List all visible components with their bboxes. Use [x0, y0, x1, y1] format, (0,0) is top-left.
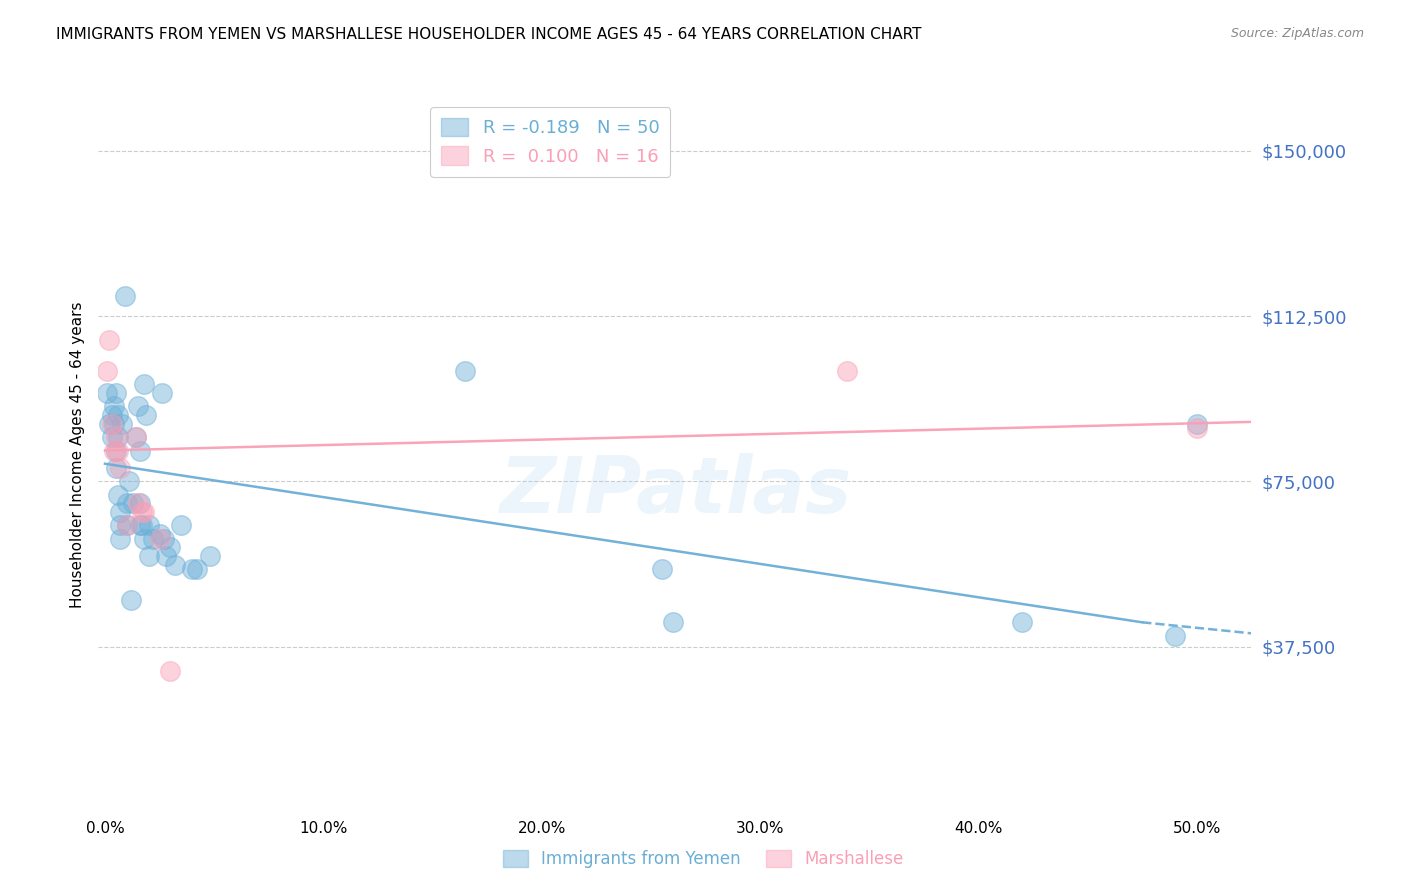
- Point: [198, 549, 221, 564]
- Point: [107, 409, 129, 423]
- Point: [114, 289, 136, 303]
- Y-axis label: Householder Income Ages 45 - 64 years: Householder Income Ages 45 - 64 years: [69, 301, 84, 608]
- Point: [142, 532, 165, 546]
- Point: [124, 430, 146, 444]
- Point: [104, 386, 127, 401]
- Point: [134, 505, 156, 519]
- Point: [138, 518, 160, 533]
- Point: [110, 505, 132, 519]
- Point: [127, 496, 149, 510]
- Legend: R = -0.189   N = 50, R =  0.100   N = 16: R = -0.189 N = 50, R = 0.100 N = 16: [430, 107, 671, 177]
- Point: [104, 430, 127, 444]
- Legend: Immigrants from Yemen, Marshallese: Immigrants from Yemen, Marshallese: [496, 843, 910, 875]
- Point: [181, 562, 204, 576]
- Point: [118, 475, 141, 489]
- Point: [103, 417, 125, 431]
- Point: [100, 417, 122, 431]
- Point: [122, 496, 145, 510]
- Point: [107, 443, 129, 458]
- Text: ZIPatlas: ZIPatlas: [499, 452, 851, 529]
- Point: [150, 386, 173, 401]
- Point: [129, 443, 152, 458]
- Point: [159, 664, 181, 678]
- Point: [138, 549, 160, 564]
- Point: [135, 409, 157, 423]
- Point: [170, 518, 193, 533]
- Point: [107, 487, 129, 501]
- Point: [100, 430, 122, 444]
- Point: [134, 377, 156, 392]
- Point: [96, 386, 118, 401]
- Text: Source: ZipAtlas.com: Source: ZipAtlas.com: [1230, 27, 1364, 40]
- Point: [98, 334, 121, 348]
- Point: [103, 400, 125, 414]
- Point: [111, 417, 134, 431]
- Point: [153, 532, 176, 546]
- Point: [131, 518, 153, 533]
- Point: [129, 496, 152, 510]
- Point: [131, 505, 153, 519]
- Text: IMMIGRANTS FROM YEMEN VS MARSHALLESE HOUSEHOLDER INCOME AGES 45 - 64 YEARS CORRE: IMMIGRANTS FROM YEMEN VS MARSHALLESE HOU…: [56, 27, 922, 42]
- Point: [104, 461, 127, 475]
- Point: [110, 518, 132, 533]
- Point: [115, 518, 138, 533]
- Point: [134, 532, 156, 546]
- Point: [127, 400, 149, 414]
- Point: [454, 364, 477, 378]
- Point: [115, 518, 138, 533]
- Point: [148, 527, 170, 541]
- Point: [163, 558, 186, 572]
- Point: [837, 364, 859, 378]
- Point: [98, 417, 121, 431]
- Point: [1011, 615, 1033, 630]
- Point: [103, 443, 125, 458]
- Point: [155, 549, 177, 564]
- Point: [120, 593, 142, 607]
- Point: [148, 532, 170, 546]
- Point: [115, 496, 138, 510]
- Point: [159, 541, 181, 555]
- Point: [96, 364, 118, 378]
- Point: [129, 518, 152, 533]
- Point: [186, 562, 208, 576]
- Point: [1185, 421, 1208, 435]
- Point: [661, 615, 683, 630]
- Point: [100, 409, 122, 423]
- Point: [107, 430, 129, 444]
- Point: [1164, 628, 1187, 642]
- Point: [110, 461, 132, 475]
- Point: [110, 532, 132, 546]
- Point: [104, 443, 127, 458]
- Point: [124, 430, 146, 444]
- Point: [651, 562, 673, 576]
- Point: [1185, 417, 1208, 431]
